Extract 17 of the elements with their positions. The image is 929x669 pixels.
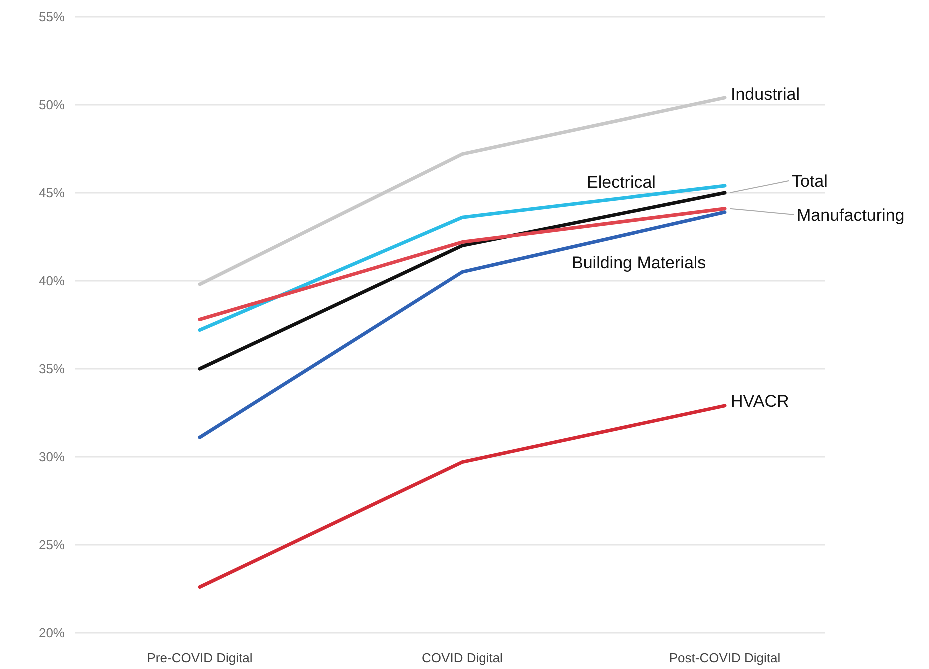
y-tick-label: 40%	[38, 274, 66, 289]
y-tick-label: 50%	[38, 98, 66, 113]
y-tick-label: 35%	[38, 362, 66, 377]
y-tick-label: 30%	[38, 450, 66, 465]
x-tick-label: COVID Digital	[422, 650, 504, 666]
y-tick-label: 45%	[38, 186, 66, 201]
text: Total	[792, 172, 828, 191]
y-tick-label: 55%	[38, 10, 66, 25]
y-tick-label: 20%	[38, 626, 66, 641]
series-label: HVACR	[731, 392, 790, 411]
text: Manufacturing	[797, 206, 905, 225]
series-label: Electrical	[587, 172, 656, 192]
y-tick-label: 25%	[38, 538, 66, 553]
x-tick-label: Post-COVID Digital	[669, 650, 781, 666]
x-tick-label: Pre-COVID Digital	[147, 650, 253, 666]
series-label: Building Materials	[572, 253, 706, 272]
series-label: Industrial	[731, 84, 800, 104]
